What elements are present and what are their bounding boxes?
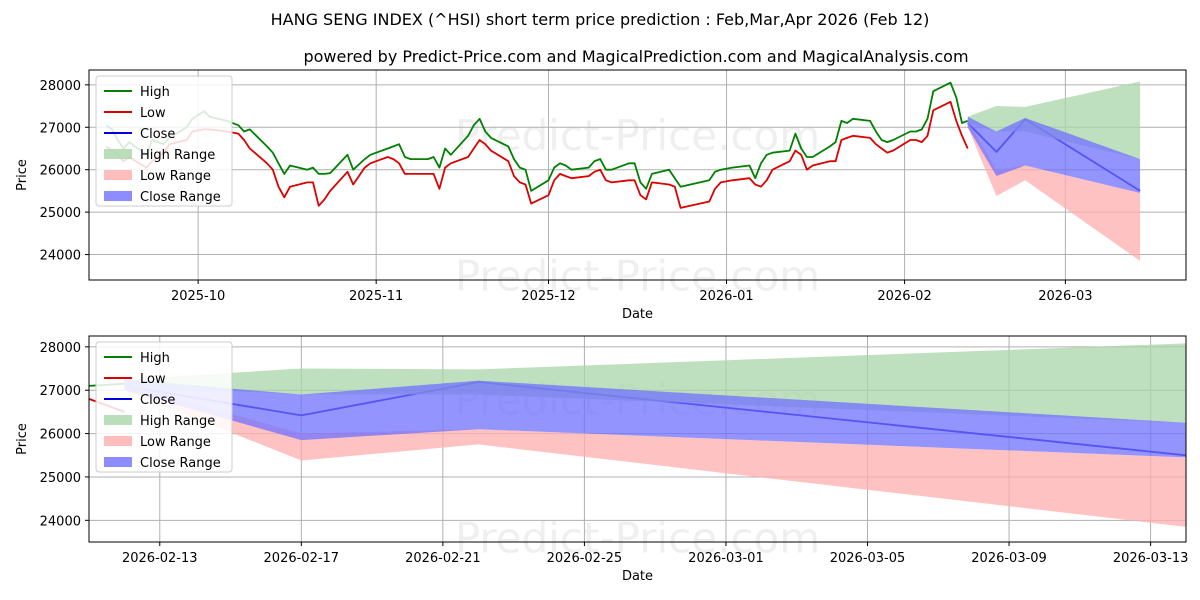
close-range-band xyxy=(967,116,1141,194)
low-range-band xyxy=(967,120,1141,261)
y-tick-label: 26000 xyxy=(40,428,81,443)
watermark-text: Predict-Price.com xyxy=(455,111,820,160)
y-tick-label: 27000 xyxy=(40,121,81,136)
legend-high-range-label: High Range xyxy=(140,148,215,163)
x-tick-label: 2026-03 xyxy=(1038,289,1092,304)
legend-high-label: High xyxy=(140,85,170,100)
x-axis-label: Date xyxy=(622,307,653,322)
y-tick-label: 24000 xyxy=(40,514,81,529)
legend-low-range-label: Low Range xyxy=(140,435,211,450)
high-range-band xyxy=(967,81,1141,160)
chart-title: HANG SENG INDEX (^HSI) short term price … xyxy=(271,10,930,29)
x-tick-label: 2026-03-01 xyxy=(688,551,764,566)
x-tick-label: 2025-10 xyxy=(171,289,225,304)
y-tick-label: 28000 xyxy=(40,341,81,356)
x-tick-label: 2026-02 xyxy=(877,289,931,304)
legend-close-label: Close xyxy=(140,127,175,142)
x-tick-label: 2026-03-05 xyxy=(830,551,906,566)
legend-high-label: High xyxy=(140,351,170,366)
legend-close-range-swatch xyxy=(104,457,132,467)
axes-frame xyxy=(88,335,1187,543)
legend-high-range-swatch xyxy=(104,149,132,159)
y-axis-label: Price xyxy=(15,159,30,191)
legend-low-label: Low xyxy=(140,106,166,121)
high-series-line xyxy=(105,81,969,192)
low-series-line xyxy=(105,100,969,209)
legend-low-range-swatch xyxy=(104,436,132,446)
y-tick-label: 27000 xyxy=(40,384,81,399)
x-tick-label: 2026-03-09 xyxy=(971,551,1047,566)
legend-low-range-label: Low Range xyxy=(140,169,211,184)
x-tick-label: 2026-02-25 xyxy=(547,551,623,566)
axes-frame xyxy=(88,69,1187,281)
legend-high-range-swatch xyxy=(104,415,132,425)
y-tick-label: 24000 xyxy=(40,249,81,264)
bottom-panel: Predict-Price.comPredict-Price.com2026-0… xyxy=(15,335,1189,584)
x-tick-label: 2026-03-13 xyxy=(1113,551,1189,566)
legend-high-range-label: High Range xyxy=(140,414,215,429)
x-tick-label: 2025-11 xyxy=(349,289,403,304)
x-tick-label: 2026-01 xyxy=(699,289,753,304)
y-tick-label: 26000 xyxy=(40,164,81,179)
low-range-band xyxy=(124,383,1187,527)
y-axis-label: Price xyxy=(15,423,30,455)
y-tick-label: 28000 xyxy=(40,79,81,94)
legend-low-range-swatch xyxy=(104,170,132,180)
legend-close-range-label: Close Range xyxy=(140,456,221,471)
x-tick-label: 2026-02-13 xyxy=(122,551,198,566)
legend-low-label: Low xyxy=(140,372,166,387)
y-tick-label: 25000 xyxy=(40,206,81,221)
close-range-band xyxy=(124,379,1187,458)
legend-close-label: Close xyxy=(140,393,175,408)
watermark-text: Predict-Price.com xyxy=(455,513,820,562)
chart-subtitle: powered by Predict-Price.com and Magical… xyxy=(303,47,968,66)
high-range-band xyxy=(124,343,1187,423)
watermark-text: Predict-Price.com xyxy=(455,252,820,301)
legend-close-range-label: Close Range xyxy=(140,190,221,205)
x-tick-label: 2026-02-21 xyxy=(405,551,481,566)
x-axis-label: Date xyxy=(622,569,653,584)
y-tick-label: 25000 xyxy=(40,471,81,486)
x-tick-label: 2026-02-17 xyxy=(264,551,340,566)
legend-close-range-swatch xyxy=(104,191,132,201)
top-panel: Predict-Price.comPredict-Price.com2025-1… xyxy=(15,69,1187,322)
x-tick-label: 2025-12 xyxy=(521,289,575,304)
